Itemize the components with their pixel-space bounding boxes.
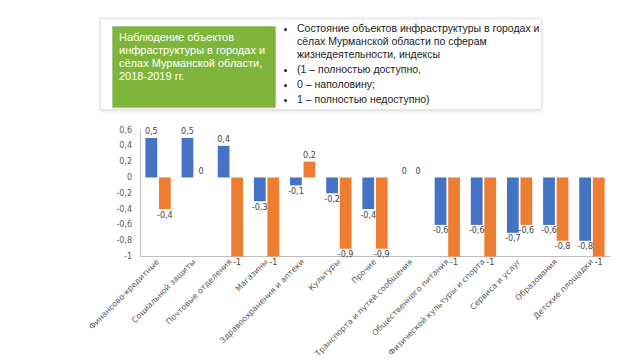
svg-text:-0,4: -0,4 bbox=[116, 205, 132, 214]
svg-text:0,2: 0,2 bbox=[119, 157, 132, 166]
svg-text:-0,8: -0,8 bbox=[555, 242, 571, 251]
svg-text:-1: -1 bbox=[595, 258, 603, 267]
svg-text:0,6: 0,6 bbox=[119, 126, 132, 135]
svg-text:-0,6: -0,6 bbox=[541, 226, 557, 235]
svg-text:Детские площадки: Детские площадки bbox=[532, 257, 596, 321]
svg-text:-0,2: -0,2 bbox=[324, 195, 340, 204]
svg-text:Социальной защиты: Социальной защиты bbox=[130, 257, 197, 324]
svg-text:0: 0 bbox=[127, 173, 132, 182]
svg-text:-1: -1 bbox=[450, 258, 458, 267]
svg-text:-0,8: -0,8 bbox=[116, 236, 132, 245]
svg-text:-0,9: -0,9 bbox=[338, 250, 354, 259]
svg-text:-0,6: -0,6 bbox=[519, 226, 535, 235]
svg-text:Культуры: Культуры bbox=[307, 257, 342, 292]
svg-text:Почтовые отделения: Почтовые отделения bbox=[164, 257, 233, 326]
svg-text:-0,4: -0,4 bbox=[360, 211, 376, 220]
svg-text:0: 0 bbox=[415, 167, 420, 176]
svg-text:-0,1: -0,1 bbox=[288, 187, 304, 196]
svg-text:-0,7: -0,7 bbox=[505, 234, 521, 243]
svg-text:0: 0 bbox=[198, 167, 203, 176]
svg-text:Прочие: Прочие bbox=[350, 257, 378, 285]
svg-text:-0,2: -0,2 bbox=[116, 189, 132, 198]
html-text:Наблюдение объектов инфраструк: Наблюдение объектов инфраструктуры в гор… bbox=[119, 31, 266, 82]
svg-text:0: 0 bbox=[402, 167, 407, 176]
svg-text:Физической культуры и спорта: Физической культуры и спорта bbox=[386, 257, 487, 358]
svg-text:-0,9: -0,9 bbox=[374, 250, 390, 259]
svg-text:-0,8: -0,8 bbox=[577, 242, 593, 251]
svg-text:-0,6: -0,6 bbox=[469, 226, 485, 235]
html-text:1 – полностью недоступно): 1 – полностью недоступно) bbox=[297, 93, 430, 105]
svg-text:0,4: 0,4 bbox=[119, 141, 132, 150]
html-text:0 – наполовину;: 0 – наполовину; bbox=[297, 78, 375, 90]
svg-text:-0,6: -0,6 bbox=[116, 220, 132, 229]
html-text:(1 – полностью доступно,: (1 – полностью доступно, bbox=[297, 63, 421, 75]
svg-text:-0,6: -0,6 bbox=[433, 226, 449, 235]
svg-text:0,5: 0,5 bbox=[145, 127, 158, 136]
svg-text:-0,4: -0,4 bbox=[157, 211, 173, 220]
svg-text:Сервиса и услуг: Сервиса и услуг bbox=[468, 257, 523, 312]
svg-text:-1: -1 bbox=[233, 258, 241, 267]
svg-text:-1: -1 bbox=[486, 258, 494, 267]
svg-text:-0,3: -0,3 bbox=[252, 203, 268, 212]
svg-text:Общественного питания: Общественного питания bbox=[370, 257, 450, 337]
svg-text:Образования: Образования bbox=[513, 257, 559, 303]
svg-text:Транспорта и путей сообщения: Транспорта и путей сообщения bbox=[313, 257, 415, 359]
svg-text:Здравоохранения и аптеки: Здравоохранения и аптеки bbox=[218, 257, 306, 345]
html-text:Состояние объектов инфраструкт: Состояние объектов инфраструктуры в горо… bbox=[297, 22, 540, 60]
svg-text:Финансово-кредитные: Финансово-кредитные bbox=[87, 257, 161, 331]
svg-text:Магазины: Магазины bbox=[234, 257, 270, 293]
svg-text:0,4: 0,4 bbox=[217, 135, 230, 144]
svg-text:-1: -1 bbox=[124, 252, 132, 261]
svg-text:0,2: 0,2 bbox=[303, 151, 316, 160]
svg-text:0,5: 0,5 bbox=[181, 127, 194, 136]
svg-text:-1: -1 bbox=[269, 258, 277, 267]
